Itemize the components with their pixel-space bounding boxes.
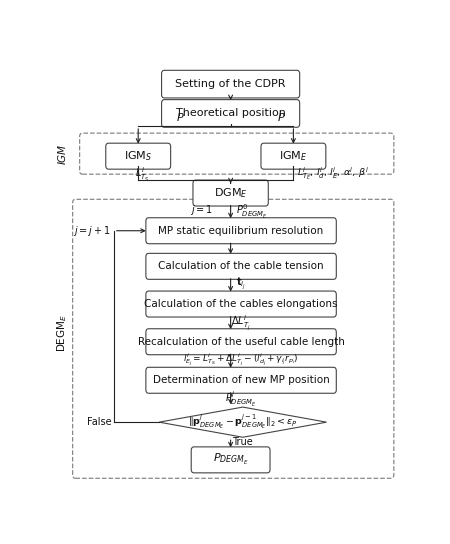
Text: $\|\mathbf{p}^j_{DEGM_E} - \mathbf{p}^{j-1}_{DEGM_E}\|_2 < \varepsilon_P$: $\|\mathbf{p}^j_{DEGM_E} - \mathbf{p}^{j… bbox=[188, 413, 297, 431]
Text: MP static equilibrium resolution: MP static equilibrium resolution bbox=[158, 226, 324, 236]
Text: $P_{DEGM_E}$: $P_{DEGM_E}$ bbox=[213, 452, 248, 467]
Text: $L^i_{T_S}$: $L^i_{T_S}$ bbox=[135, 166, 149, 184]
Text: $\mathrm{DEGM}_E$: $\mathrm{DEGM}_E$ bbox=[56, 314, 69, 353]
Text: $\mathrm{DGM}_E$: $\mathrm{DGM}_E$ bbox=[214, 186, 248, 200]
Text: $\mathrm{IGM}_E$: $\mathrm{IGM}_E$ bbox=[279, 149, 308, 163]
Text: $\mathbf{t}_{i_j}$: $\mathbf{t}_{i_j}$ bbox=[236, 276, 246, 292]
Text: IGM: IGM bbox=[58, 144, 68, 164]
FancyBboxPatch shape bbox=[146, 329, 336, 355]
FancyBboxPatch shape bbox=[146, 367, 336, 393]
Text: $j = j+1$: $j = j+1$ bbox=[72, 224, 110, 238]
Text: $P^0_{DEGM_E}$: $P^0_{DEGM_E}$ bbox=[236, 203, 267, 221]
Text: $j=1$: $j=1$ bbox=[190, 203, 213, 217]
FancyBboxPatch shape bbox=[162, 70, 300, 98]
Text: False: False bbox=[87, 417, 112, 427]
Text: Calculation of the cable tension: Calculation of the cable tension bbox=[158, 261, 324, 271]
Text: $l^i_{E_j} = L^i_{T_S} + \Delta L^i_{T_j} - (l^i_{d_j} + \gamma_{i_j} r_{p_i})$: $l^i_{E_j} = L^i_{T_S} + \Delta L^i_{T_j… bbox=[183, 351, 299, 368]
FancyBboxPatch shape bbox=[146, 218, 336, 244]
Text: Recalculation of the useful cable length: Recalculation of the useful cable length bbox=[138, 337, 345, 347]
Text: $\Delta L^i_{T_j}$: $\Delta L^i_{T_j}$ bbox=[231, 314, 251, 333]
Text: Setting of the CDPR: Setting of the CDPR bbox=[176, 79, 286, 89]
FancyBboxPatch shape bbox=[261, 143, 326, 169]
Text: $P^j_{DEGM_E}$: $P^j_{DEGM_E}$ bbox=[225, 390, 257, 409]
FancyBboxPatch shape bbox=[193, 180, 268, 206]
FancyBboxPatch shape bbox=[146, 254, 336, 279]
Text: $\mathrm{IGM}_S$: $\mathrm{IGM}_S$ bbox=[124, 149, 153, 163]
Text: $P$: $P$ bbox=[176, 111, 184, 123]
FancyBboxPatch shape bbox=[191, 447, 270, 473]
Text: True: True bbox=[233, 437, 253, 447]
Text: $L^i_{T_E},\, l^i_d,\, l^i_E,\, \alpha^i,\, \beta^i$: $L^i_{T_E},\, l^i_d,\, l^i_E,\, \alpha^i… bbox=[297, 166, 369, 182]
FancyBboxPatch shape bbox=[162, 100, 300, 127]
Text: $P$: $P$ bbox=[277, 111, 286, 123]
Polygon shape bbox=[159, 407, 327, 437]
Text: Calculation of the cables elongations: Calculation of the cables elongations bbox=[144, 299, 338, 309]
Text: Determination of new MP position: Determination of new MP position bbox=[153, 375, 329, 385]
FancyBboxPatch shape bbox=[106, 143, 171, 169]
Text: Theoretical position: Theoretical position bbox=[176, 108, 286, 119]
FancyBboxPatch shape bbox=[146, 291, 336, 317]
